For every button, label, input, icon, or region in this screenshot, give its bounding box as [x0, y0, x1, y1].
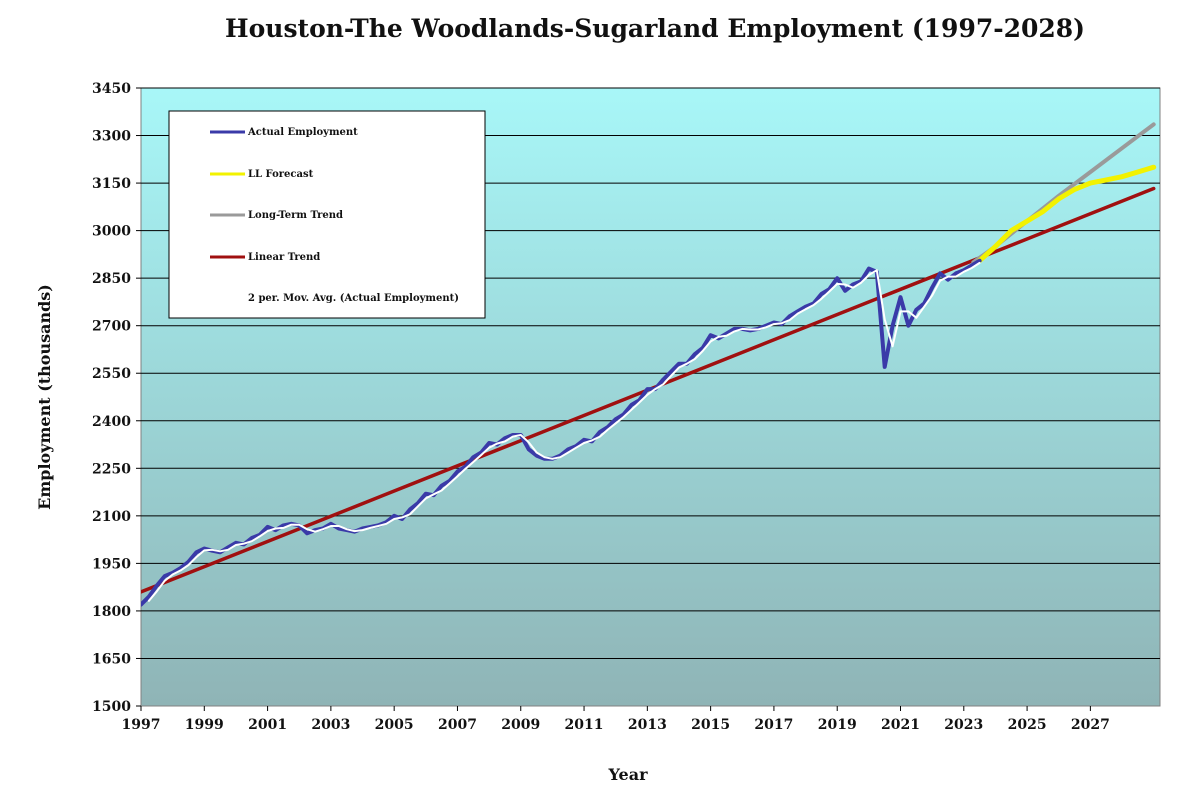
x-tick-label: 1999	[185, 717, 224, 733]
x-tick-label: 2011	[565, 717, 604, 733]
x-tick-label: 2009	[501, 717, 540, 733]
y-tick-label: 1500	[92, 699, 131, 715]
y-tick-label: 2100	[92, 509, 131, 525]
y-tick-label: 3150	[92, 176, 131, 192]
y-tick-label: 2550	[92, 366, 131, 382]
y-tick-label: 2250	[92, 461, 131, 477]
series-ll-forecast	[977, 164, 1157, 264]
y-tick-label: 2850	[92, 271, 131, 287]
x-tick-label: 2019	[818, 717, 857, 733]
x-tick-label: 2003	[311, 717, 350, 733]
x-tick-label: 2021	[881, 717, 920, 733]
y-tick-label: 2400	[92, 414, 131, 430]
series-lines	[141, 122, 1157, 607]
y-tick-label: 1650	[92, 651, 131, 667]
y-tick-label: 1800	[92, 604, 131, 620]
x-tick-label: 2013	[628, 717, 667, 733]
y-tick-label: 3450	[92, 81, 131, 97]
x-tick-label: 2027	[1071, 717, 1110, 733]
legend: Actual Employment LL Forecast Long-Term Tr…	[168, 110, 486, 319]
y-tick-label: 3000	[92, 224, 131, 240]
x-tick-label: 2015	[691, 717, 730, 733]
series-2-per-mov-avg-actual-employment	[147, 261, 981, 602]
x-tick-label: 2005	[375, 717, 414, 733]
legend-label: Actual Employment	[247, 127, 358, 138]
x-tick-label: 2017	[754, 717, 793, 733]
x-axis-ticks: 1997 1999 2001 2003 2005 2007 2009 2011 2013 2015…	[122, 706, 1110, 733]
y-tick-label: 1950	[92, 556, 131, 572]
y-tick-label: 2700	[92, 319, 131, 335]
series-actual-employment	[141, 258, 982, 607]
x-axis-title: Year	[607, 765, 648, 784]
y-tick-label: 3300	[92, 129, 131, 145]
x-tick-label: 1997	[122, 717, 161, 733]
legend-label: Long-Term Trend	[248, 210, 343, 221]
y-axis-ticks: 1500 1650 1800 1950 2100 2250 2400 2550 2700 2850…	[92, 81, 141, 715]
x-tick-label: 2023	[944, 717, 983, 733]
x-tick-label: 2007	[438, 717, 477, 733]
legend-label: 2 per. Mov. Avg. (Actual Employment)	[248, 293, 459, 304]
x-tick-label: 2025	[1008, 717, 1047, 733]
chart-title: Houston-The Woodlands-Sugarland Employme…	[224, 14, 1086, 43]
legend-label: LL Forecast	[248, 169, 314, 180]
x-tick-label: 2001	[248, 717, 287, 733]
y-axis-title: Employment (thousands)	[35, 284, 54, 510]
legend-label: Linear Trend	[248, 252, 320, 263]
